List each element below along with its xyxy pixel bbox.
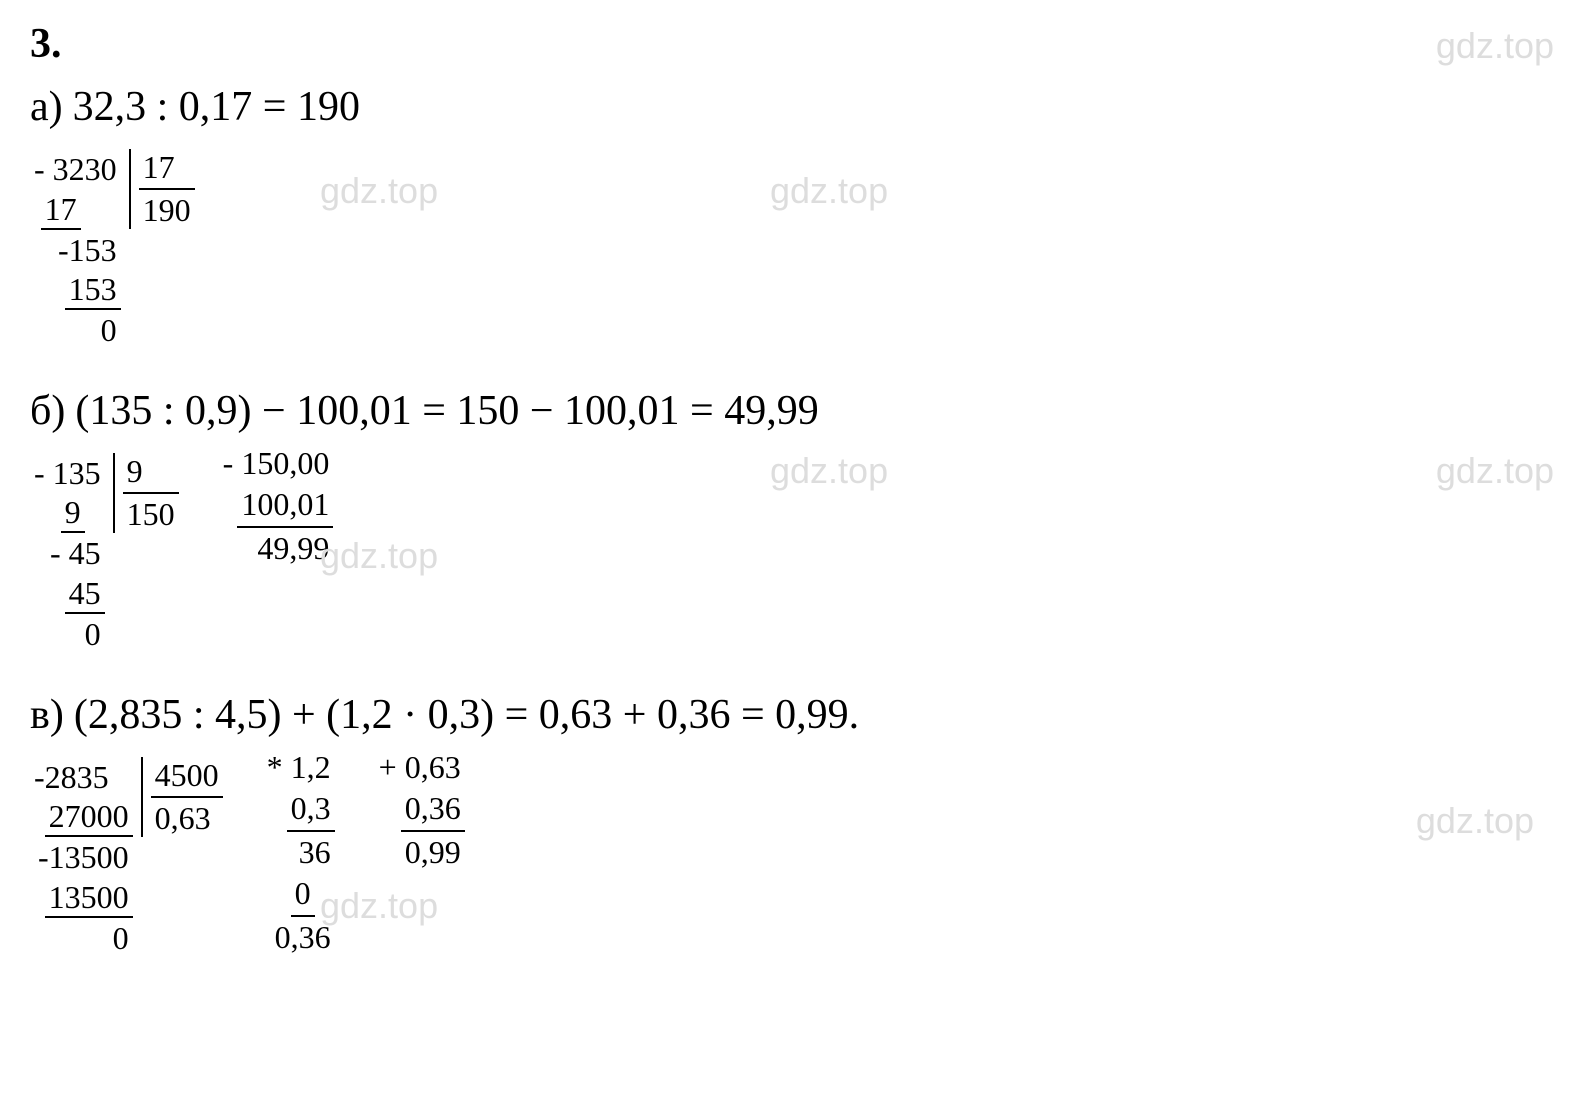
section-a: а) 32,3 : 0,17 = 190 - 3230 17 -153 153 … — [30, 83, 1554, 377]
ld-b-r0: - 135 — [30, 453, 105, 495]
divisor-b: 9 — [123, 453, 179, 494]
sub-b-r2: 49,99 — [253, 528, 333, 570]
subtraction-b: - 150,00 100,01 49,99 — [219, 443, 334, 570]
problem-number: 3. — [30, 20, 1554, 68]
equation-c-text: (2,835 : 4,5) + (1,2 · 0,3) = 0,63 + 0,3… — [74, 691, 859, 739]
mul-c-r2: 36 — [295, 832, 335, 874]
long-division-b: - 135 9 - 45 45 0 9 150 — [30, 453, 179, 656]
mul-c-r1: 0,3 — [287, 788, 335, 832]
equation-a-text: 32,3 : 0,17 = 190 — [73, 83, 360, 131]
ld-c-r4: 0 — [109, 918, 133, 960]
ld-c-r2: -13500 — [34, 837, 133, 879]
ld-b-r4: 0 — [81, 614, 105, 656]
add-c-r2: 0,99 — [401, 832, 465, 874]
divider-box-b: 9 150 — [113, 453, 179, 533]
quotient-c: 0,63 — [151, 798, 223, 837]
dividend-col-a: - 3230 17 -153 153 0 — [30, 149, 121, 352]
sub-b-r0: - 150,00 — [219, 443, 334, 485]
divisor-a: 17 — [139, 149, 195, 190]
ld-a-r4: 0 — [97, 310, 121, 352]
calc-row-c: -2835 27000 -13500 13500 0 4500 0,63 * 1… — [30, 747, 1554, 985]
section-b: б) (135 : 0,9) − 100,01 = 150 − 100,01 =… — [30, 387, 1554, 681]
mul-c-r0: * 1,2 — [263, 747, 335, 789]
ld-a-r1: 17 — [41, 191, 81, 230]
section-c: в) (2,835 : 4,5) + (1,2 · 0,3) = 0,63 + … — [30, 691, 1554, 985]
addition-c: + 0,63 0,36 0,99 — [375, 747, 465, 874]
quotient-a: 190 — [139, 190, 195, 229]
equation-c: в) (2,835 : 4,5) + (1,2 · 0,3) = 0,63 + … — [30, 691, 1554, 739]
divider-box-a: 17 190 — [129, 149, 195, 229]
divider-box-c: 4500 0,63 — [141, 757, 223, 837]
ld-c-r0: -2835 — [30, 757, 113, 799]
label-c: в) — [30, 691, 64, 739]
dividend-col-c: -2835 27000 -13500 13500 0 — [30, 757, 133, 960]
ld-c-r1: 27000 — [45, 798, 133, 837]
label-a: а) — [30, 83, 63, 131]
multiplication-c: * 1,2 0,3 36 0 0,36 — [263, 747, 335, 959]
ld-a-r0: - 3230 — [30, 149, 121, 191]
ld-c-r3: 13500 — [45, 879, 133, 918]
equation-b-text: (135 : 0,9) − 100,01 = 150 − 100,01 = 49… — [75, 387, 818, 435]
add-c-r0: + 0,63 — [375, 747, 465, 789]
label-b: б) — [30, 387, 65, 435]
mul-c-r4: 0,36 — [271, 917, 335, 959]
ld-b-r2: - 45 — [46, 533, 105, 575]
ld-a-r3: 153 — [65, 271, 121, 310]
divisor-c: 4500 — [151, 757, 223, 798]
equation-b: б) (135 : 0,9) − 100,01 = 150 − 100,01 =… — [30, 387, 1554, 435]
quotient-b: 150 — [123, 494, 179, 533]
calc-row-b: - 135 9 - 45 45 0 9 150 - 150,00 100,01 … — [30, 443, 1554, 681]
long-division-c: -2835 27000 -13500 13500 0 4500 0,63 — [30, 757, 223, 960]
long-division-a: - 3230 17 -153 153 0 17 190 — [30, 149, 195, 352]
mul-c-r3: 0 — [291, 873, 315, 917]
ld-b-r1: 9 — [61, 494, 85, 533]
equation-a: а) 32,3 : 0,17 = 190 — [30, 83, 1554, 131]
add-c-r1: 0,36 — [401, 788, 465, 832]
sub-b-r1: 100,01 — [237, 484, 333, 528]
dividend-col-b: - 135 9 - 45 45 0 — [30, 453, 105, 656]
ld-b-r3: 45 — [65, 575, 105, 614]
ld-a-r2: -153 — [54, 230, 121, 272]
